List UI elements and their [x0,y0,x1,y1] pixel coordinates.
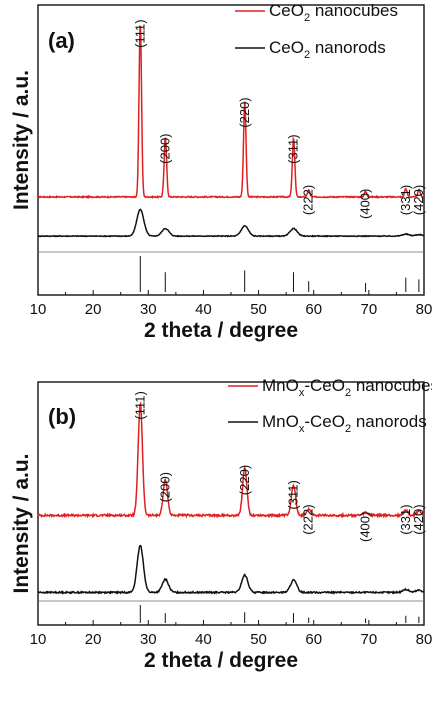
y-axis-label: Intensity / a.u. [10,453,33,593]
peak-label: (222) [301,504,316,534]
x-tick-label: 80 [416,301,432,318]
peak-label: (220) [237,465,252,495]
x-tick-label: 40 [195,301,212,318]
x-tick-label: 50 [250,631,267,648]
series-line-nanorods [37,544,425,595]
y-axis-label: Intensity / a.u. [10,70,33,210]
x-axis-label: 2 theta / degree [144,319,298,342]
peak-label: (331) [398,504,413,534]
peak-label: (220) [237,97,252,127]
x-tick-label: 70 [361,301,378,318]
x-axis-label: 2 theta / degree [144,649,298,672]
peak-label: (420) [411,504,426,534]
x-tick-label: 40 [195,631,212,648]
peak-label: (400) [358,512,373,542]
x-tick-label: 50 [250,301,267,318]
x-tick-label: 80 [416,631,432,648]
peak-label: (111) [132,19,147,47]
series-line-nanocubes [37,25,425,200]
legend-label: CeO2 nanocubes [269,1,398,24]
series-line-nanocubes [37,401,425,519]
peak-label: (222) [301,185,316,215]
peak-label: (311) [286,134,301,163]
x-tick-label: 70 [361,631,378,648]
panel-label: (b) [48,404,76,429]
peak-label: (200) [157,472,172,502]
x-tick-label: 20 [85,631,102,648]
peak-label: (311) [286,480,301,509]
x-tick-label: 60 [305,631,322,648]
peak-label: (400) [358,189,373,219]
x-tick-label: 10 [30,631,47,648]
series-line-nanorods [37,208,425,238]
peak-label: (200) [157,133,172,163]
peak-label: (331) [398,185,413,215]
panel-a: 10 20 30 40 50 60 70 80 2 theta / degree Intensit… [10,1,432,342]
legend-label: CeO2 nanorods [269,38,386,61]
x-tick-label: 60 [305,301,322,318]
panel-b: 10 20 30 40 50 60 70 80 2 theta / degree Intensit… [10,376,432,672]
peak-label: (420) [411,185,426,215]
x-tick-label: 10 [30,301,47,318]
peak-label: (111) [132,391,147,419]
panel-label: (a) [48,28,75,53]
legend-label: MnOx-CeO2 nanorods [262,412,427,435]
x-tick-label: 20 [85,301,102,318]
x-tick-label: 30 [140,631,157,648]
x-tick-label: 30 [140,301,157,318]
legend-label: MnOx-CeO2 nanocubes [262,376,432,399]
